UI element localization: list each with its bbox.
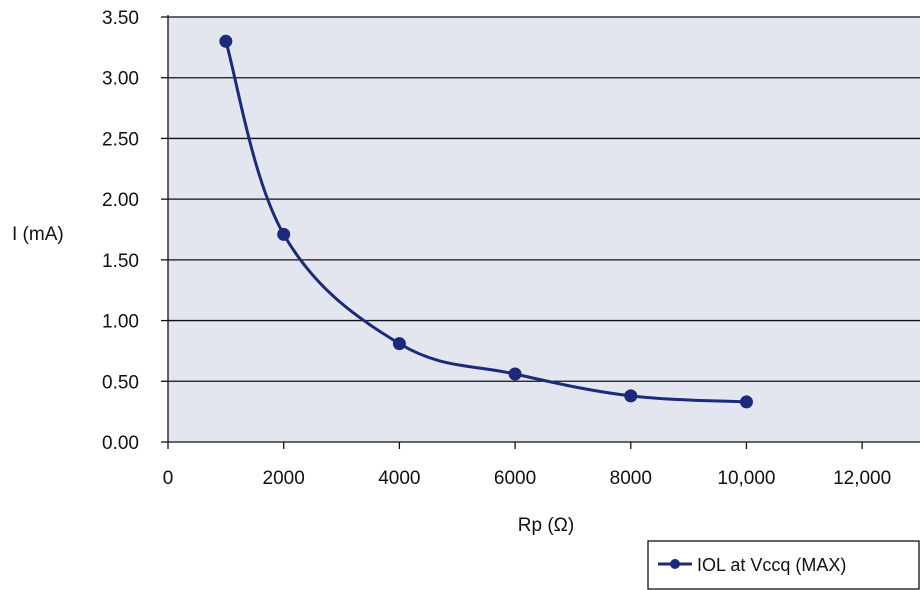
data-point — [508, 367, 522, 381]
y-tick-label: 1.50 — [102, 251, 139, 272]
data-point — [277, 227, 291, 241]
x-tick-label: 10,000 — [717, 468, 775, 489]
x-tick-label: 12,000 — [833, 468, 891, 489]
x-tick-label: 6000 — [494, 468, 536, 489]
legend-label: IOL at Vccq (MAX) — [697, 555, 846, 575]
data-point — [219, 34, 233, 48]
data-point — [624, 389, 638, 403]
data-point — [739, 395, 753, 409]
y-tick-label: 0.50 — [102, 372, 139, 393]
y-tick-label: 2.50 — [102, 129, 139, 150]
x-tick-label: 8000 — [610, 468, 652, 489]
y-axis-label: I (mA) — [12, 224, 64, 245]
legend-marker-swatch — [670, 559, 680, 569]
x-axis-label: Rp (Ω) — [518, 515, 574, 536]
y-tick-label: 3.00 — [102, 69, 139, 90]
plot-area — [168, 17, 920, 442]
y-tick-labels: 0.00 0.50 1.00 1.50 2.00 2.50 3.00 3.50 — [102, 8, 139, 454]
axes — [161, 15, 920, 449]
grid-lines — [168, 16, 920, 382]
y-tick-label: 3.50 — [102, 8, 139, 29]
y-tick-label: 2.00 — [102, 190, 139, 211]
data-point — [392, 337, 406, 351]
legend: IOL at Vccq (MAX) — [647, 540, 920, 590]
legend-box — [647, 540, 920, 590]
x-tick-label: 2000 — [263, 468, 305, 489]
y-tick-label: 0.00 — [102, 433, 139, 454]
x-tick-label: 4000 — [378, 468, 420, 489]
x-tick-label: 0 — [163, 468, 174, 489]
x-tick-labels: 0 2000 4000 6000 8000 10,000 12,000 — [163, 468, 892, 489]
series-group — [219, 34, 753, 409]
y-tick-label: 1.00 — [102, 312, 139, 333]
